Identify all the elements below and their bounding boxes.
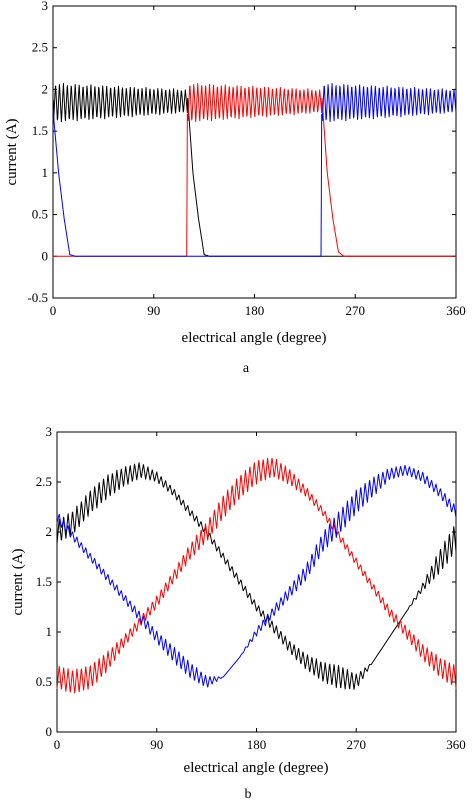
- chart-a-xtick-label: 270: [346, 303, 366, 318]
- chart-b-series-2-line: [56, 457, 457, 694]
- chart-a-xtick-label: 360: [446, 303, 466, 318]
- chart-b-xtick-label: 180: [247, 737, 267, 752]
- chart-a-ytick-label: 0.5: [32, 207, 48, 222]
- chart-a-ylabel: current (A): [4, 118, 20, 185]
- chart-b-caption: b: [245, 787, 252, 802]
- chart-a-ytick-label: 2: [42, 81, 49, 96]
- chart-b-ytick-label: 1.5: [36, 574, 52, 589]
- chart-a-frame: [52, 5, 457, 299]
- chart-a-ytick-label: 2.5: [32, 40, 48, 55]
- chart-b-series-3-line: [56, 464, 457, 688]
- chart-b-ytick-label: 1: [46, 624, 53, 639]
- chart-b-xtick-label: 0: [54, 737, 61, 752]
- chart-a-ytick-label: 0: [42, 248, 49, 263]
- chart-b-ticks: 0 90 180 270 360 0 0.5 1 1.5 2 2.5 3: [36, 424, 466, 752]
- chart-b-ytick-label: 2: [46, 524, 53, 539]
- chart-a-ytick-label: -0.5: [27, 290, 48, 305]
- chart-a: 0 90 180 270 360-0.500.511.522.53 electrical…: [4, 0, 466, 376]
- chart-b-ytick-label: 2.5: [36, 474, 52, 489]
- chart-b-ylabel: current (A): [10, 548, 26, 615]
- chart-a-ticks: 0 90 180 270 360-0.500.511.522.53: [27, 0, 465, 318]
- chart-a-xtick-label: 90: [147, 303, 160, 318]
- chart-a-xlabel: electrical angle (degree): [182, 330, 327, 346]
- chart-b-ytick-label: 3: [46, 424, 53, 439]
- chart-a-ytick-label: 1.5: [32, 123, 48, 138]
- chart-a-series-3-line: [52, 83, 457, 257]
- chart-b-xtick-label: 360: [446, 737, 466, 752]
- chart-b-xlabel: electrical angle (degree): [184, 760, 329, 776]
- chart-b-series-1-line: [56, 462, 457, 690]
- chart-b-xtick-label: 90: [150, 737, 163, 752]
- chart-b-ytick-label: 0.5: [36, 674, 52, 689]
- chart-a-series: [52, 83, 457, 257]
- chart-b-ytick-label: 0: [46, 724, 53, 739]
- chart-b-series: [56, 457, 457, 694]
- chart-a-ytick-label: 3: [42, 0, 49, 13]
- chart-a-caption: a: [243, 361, 250, 376]
- chart-a-xtick-label: 0: [50, 303, 57, 318]
- chart-b-frame: [56, 431, 457, 733]
- chart-a-xtick-label: 180: [245, 303, 265, 318]
- chart-b: 0 90 180 270 360 0 0.5 1 1.5 2 2.5 3 electrical ang…: [10, 424, 466, 802]
- chart-a-ytick-label: 1: [42, 165, 49, 180]
- chart-b-xtick-label: 270: [347, 737, 367, 752]
